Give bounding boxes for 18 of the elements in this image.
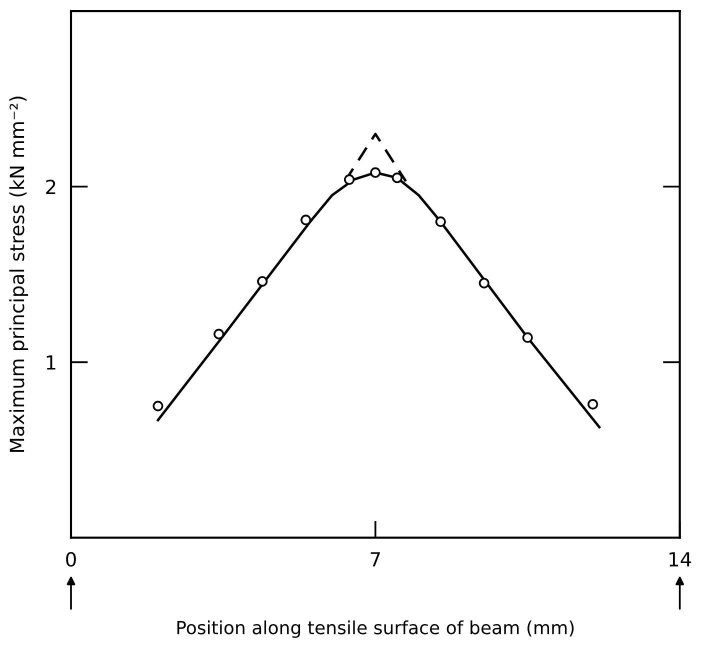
point xyxy=(478,278,490,288)
x-tick-label: 14 xyxy=(670,552,692,566)
point xyxy=(257,276,268,287)
point xyxy=(522,332,533,343)
point xyxy=(370,167,381,178)
point xyxy=(435,216,446,228)
point xyxy=(344,174,355,185)
point xyxy=(214,328,224,340)
y-axis-title: Maximum principal stress (kN mm⁻²) xyxy=(9,96,28,452)
x-axis-title: Position along tensile surface of beam (mm) xyxy=(177,620,574,638)
point xyxy=(588,399,598,410)
y-tick-label: 2 xyxy=(46,180,56,194)
x-tick-label: 7 xyxy=(370,552,380,566)
x-tick-label: 0 xyxy=(66,552,76,567)
point xyxy=(152,400,164,412)
point xyxy=(392,172,402,184)
point xyxy=(300,214,312,226)
y-tick-label: 1 xyxy=(46,355,56,370)
